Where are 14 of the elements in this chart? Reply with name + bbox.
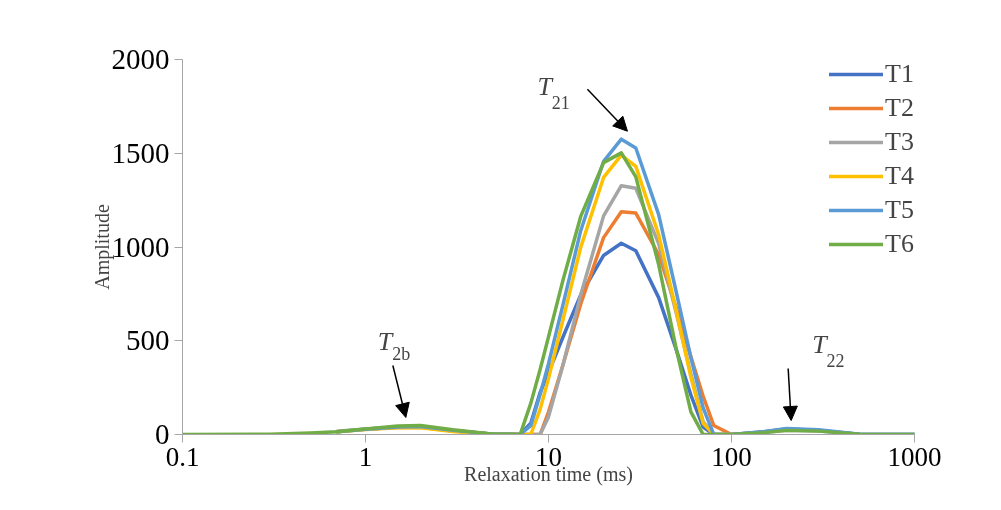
y-tick-label: 0 bbox=[155, 418, 170, 450]
legend-label: T1 bbox=[885, 59, 914, 89]
y-axis-title: Amplitude bbox=[90, 204, 114, 290]
x-tick-label: 1 bbox=[358, 441, 373, 472]
legend-label: T2 bbox=[885, 93, 914, 123]
y-tick-label: 500 bbox=[126, 324, 170, 357]
y-tick-label: 1500 bbox=[111, 136, 170, 169]
x-tick-label: 1000 bbox=[887, 441, 942, 472]
legend-label: T3 bbox=[885, 127, 914, 157]
x-tick-label: 100 bbox=[711, 441, 752, 472]
y-tick-label: 2000 bbox=[111, 43, 170, 75]
legend-label: T5 bbox=[885, 195, 914, 225]
legend-label: T4 bbox=[885, 161, 914, 191]
legend-label: T6 bbox=[885, 229, 914, 259]
